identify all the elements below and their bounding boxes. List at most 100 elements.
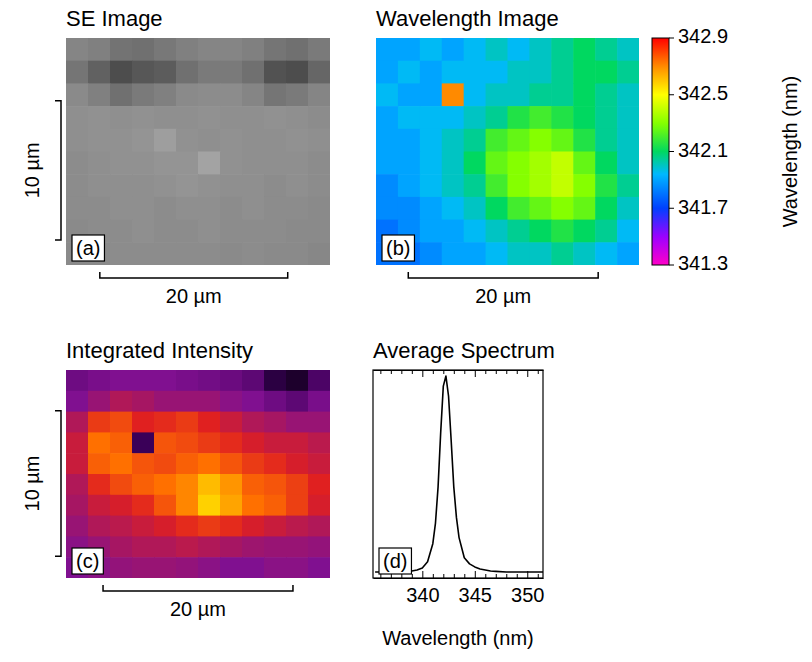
heatmap-cell (220, 391, 243, 412)
heatmap-cell (442, 220, 465, 243)
heatmap-cell (242, 516, 265, 537)
heatmap-cell (573, 220, 596, 243)
heatmap-cell (595, 220, 618, 243)
heatmap-cell (176, 370, 199, 391)
heatmap-cell (88, 61, 111, 84)
heatmap-cell (398, 38, 421, 61)
heatmap-cell (220, 242, 243, 265)
heatmap-cell (132, 391, 155, 412)
spectrum-panel: 340345350Wavelength (nm)Average Spectrum… (373, 338, 555, 649)
heatmap-cell (420, 220, 443, 243)
colorbar (652, 38, 669, 265)
heatmap-cell (529, 197, 552, 220)
heatmap-cell (376, 129, 399, 152)
heatmap-cell (198, 174, 221, 197)
heatmap-cell (573, 61, 596, 84)
x-tick-mark (475, 370, 476, 377)
heatmap-cell (286, 220, 309, 243)
heatmap-cell (573, 174, 596, 197)
scale-bar (55, 411, 61, 556)
heatmap-cell (376, 106, 399, 129)
heatmap-cell (486, 174, 509, 197)
heatmap-panel: 10 µm20 µmSE Image(a) (21, 6, 331, 307)
heatmap-cell (220, 61, 243, 84)
heatmap-cell (198, 38, 221, 61)
scale-bar-label: 10 µm (21, 455, 43, 511)
g-element: 340345350 (374, 571, 545, 606)
heatmap-cell (242, 412, 265, 433)
heatmap-cell (376, 61, 399, 84)
heatmap-cell (220, 370, 243, 391)
heatmap-cell (176, 106, 199, 129)
heatmap-cell (464, 106, 487, 129)
heatmap-cell (308, 557, 330, 578)
heatmap-cell (308, 474, 330, 495)
heatmap-cell (308, 83, 330, 106)
heatmap-cell (508, 197, 531, 220)
heatmap-cell (398, 61, 421, 84)
heatmap-cell (420, 129, 443, 152)
heatmap-panel: 20 µm341.3341.7342.1342.5342.9Wavelength… (376, 6, 801, 307)
heatmap-cell (595, 129, 618, 152)
heatmap-cell (242, 129, 265, 152)
heatmap-cell (376, 38, 399, 61)
x-tick-top (422, 370, 423, 377)
heatmap-cells (66, 370, 330, 578)
heatmap-cell (176, 174, 199, 197)
heatmap-cell (264, 197, 287, 220)
x-tick-mark (527, 370, 528, 377)
panel-letter-box (379, 548, 411, 574)
heatmap-cell (88, 152, 111, 175)
heatmap-cell (242, 152, 265, 175)
heatmap-cell (264, 242, 287, 265)
heatmap-cell (286, 61, 309, 84)
heatmap-cell (486, 242, 509, 265)
heatmap-cell (286, 174, 309, 197)
heatmap-cell (420, 106, 443, 129)
x-tick: 340 (406, 571, 439, 606)
heatmap-cell (486, 129, 509, 152)
heatmap-cell (508, 152, 531, 175)
heatmap-cell (286, 370, 309, 391)
colorbar-tick-label: 341.7 (678, 196, 728, 218)
heatmap-cell (264, 474, 287, 495)
heatmap-cell (398, 152, 421, 175)
heatmap-cell (88, 129, 111, 152)
heatmap-cell (198, 152, 221, 175)
heatmap-cell (420, 38, 443, 61)
heatmap-cell (508, 129, 531, 152)
heatmap-cells (376, 38, 639, 265)
heatmap-cell (132, 370, 155, 391)
heatmap-cell (264, 174, 287, 197)
heatmap-cell (176, 516, 199, 537)
heatmap-cell (242, 38, 265, 61)
heatmap-cell (154, 453, 177, 474)
heatmap-cell (464, 129, 487, 152)
heatmap-cell (486, 152, 509, 175)
heatmap-cell (176, 197, 199, 220)
heatmap-cell (286, 242, 309, 265)
heatmap-cell (198, 61, 221, 84)
heatmap-cell (308, 174, 330, 197)
plot-area (375, 376, 543, 572)
heatmap-cell (486, 106, 509, 129)
heatmap-cell (176, 391, 199, 412)
heatmap-cell (198, 453, 221, 474)
scale-bar-label: 20 µm (475, 285, 531, 307)
heatmap-cell (220, 83, 243, 106)
heatmap-cell (198, 370, 221, 391)
heatmap-cell (464, 152, 487, 175)
heatmap-cell (308, 106, 330, 129)
heatmap-cell (198, 557, 221, 578)
heatmap-cell (264, 129, 287, 152)
figure: 10 µm20 µmSE Image(a)20 µm341.3341.7342.… (0, 0, 812, 662)
heatmap-cell (308, 536, 330, 557)
heatmap-cell (154, 536, 177, 557)
heatmap-cell (176, 38, 199, 61)
heatmap-cell (617, 152, 639, 175)
colorbar-tick (669, 151, 674, 152)
heatmap-cell (617, 83, 639, 106)
heatmap-cell (398, 174, 421, 197)
heatmap-cell (242, 174, 265, 197)
heatmap-cell (132, 174, 155, 197)
